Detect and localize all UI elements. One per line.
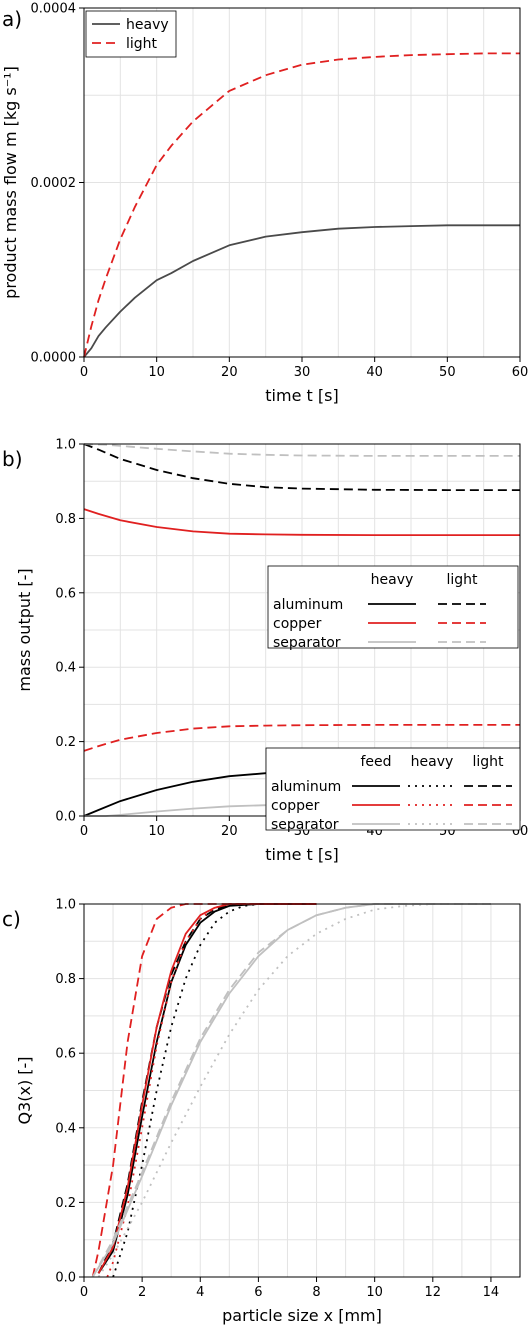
x-tick-label: 60 [512, 365, 528, 380]
y-tick-label: 1.0 [55, 438, 76, 453]
legend-column-header: light [446, 572, 478, 588]
x-tick-label: 0 [80, 824, 88, 839]
legend-box [85, 10, 177, 58]
legend-column-header: heavy [371, 572, 414, 588]
panel-letter: c) [2, 907, 21, 931]
legend-box [267, 565, 519, 649]
legend: heavy light aluminum copper separator [267, 565, 519, 651]
legend-column-header: light [472, 754, 504, 770]
y-tick-label: 0.0 [55, 1271, 76, 1286]
legend-row-label: separator [271, 817, 339, 833]
series-line [112, 903, 317, 1278]
x-tick-label: 20 [221, 365, 238, 380]
y-tick-label: 0.0 [55, 810, 76, 825]
panel-1: 0 10 20 30 40 50 60 0.0000 0.0002 0.0004 time t [s… [1, 2, 528, 406]
legend: feed heavy light aluminum copper separator [265, 747, 521, 833]
x-tick-label: 8 [312, 1285, 320, 1300]
y-tick-label: 0.2 [55, 735, 76, 750]
x-tick-label: 2 [138, 1285, 146, 1300]
x-axis-label: time t [s] [265, 845, 338, 864]
legend-label: heavy [126, 17, 169, 33]
legend-row-label: aluminum [273, 597, 343, 613]
y-tick-label: 0.6 [55, 586, 76, 601]
x-tick-label: 6 [254, 1285, 262, 1300]
series-line [83, 443, 520, 492]
series-line [83, 724, 520, 752]
series-line [97, 903, 317, 1274]
x-tick-label: 14 [483, 1285, 500, 1300]
y-tick-label: 1.0 [55, 898, 76, 913]
x-tick-label: 4 [196, 1285, 204, 1300]
x-tick-label: 20 [221, 824, 238, 839]
y-tick-label: 0.0000 [31, 351, 77, 366]
y-axis-label: product mass flow m [kg s⁻¹] [1, 66, 20, 299]
series-line [83, 52, 520, 358]
x-tick-label: 30 [294, 365, 311, 380]
panel-letter: b) [2, 447, 23, 471]
y-tick-label: 0.4 [55, 1121, 76, 1136]
y-tick-label: 0.8 [55, 972, 76, 987]
legend-column-header: feed [360, 754, 391, 770]
y-axis-label: Q3(x) [-] [15, 1056, 34, 1124]
y-tick-label: 0.0004 [31, 2, 77, 17]
series-line [97, 903, 317, 1274]
x-tick-label: 12 [425, 1285, 442, 1300]
x-axis-label: time t [s] [265, 386, 338, 405]
legend-row-label: copper [271, 798, 320, 814]
series-line [83, 224, 520, 358]
y-axis-label: mass output [-] [15, 568, 34, 691]
plot-frame [83, 903, 521, 1278]
x-tick-label: 0 [80, 1285, 88, 1300]
y-tick-label: 0.2 [55, 1196, 76, 1211]
x-tick-label: 40 [366, 365, 383, 380]
y-tick-label: 0.0002 [31, 176, 77, 191]
x-tick-label: 10 [148, 365, 165, 380]
x-tick-label: 10 [148, 824, 165, 839]
y-tick-label: 0.6 [55, 1047, 76, 1062]
legend-box [265, 747, 521, 831]
panel-letter: a) [2, 7, 22, 31]
y-tick-label: 0.8 [55, 512, 76, 527]
series-line [83, 508, 520, 536]
x-tick-label: 50 [439, 365, 456, 380]
legend-label: light [126, 36, 158, 52]
legend-row-label: separator [273, 635, 341, 651]
x-axis-label: particle size x [mm] [222, 1306, 382, 1325]
legend-row-label: copper [273, 616, 322, 632]
x-tick-label: 0 [80, 365, 88, 380]
y-tick-label: 0.4 [55, 661, 76, 676]
legend-row-label: aluminum [271, 779, 341, 795]
x-tick-label: 10 [366, 1285, 383, 1300]
series-line [97, 903, 491, 1278]
series-line [91, 903, 317, 1278]
legend: heavy light [85, 10, 177, 58]
panel-3: 0 2 4 6 8 10 12 14 0.0 0.2 0.4 0.6 0.8 1.0 particle si… [2, 747, 521, 1325]
legend-column-header: heavy [411, 754, 454, 770]
series-line [83, 443, 520, 457]
series-line [97, 903, 317, 1274]
